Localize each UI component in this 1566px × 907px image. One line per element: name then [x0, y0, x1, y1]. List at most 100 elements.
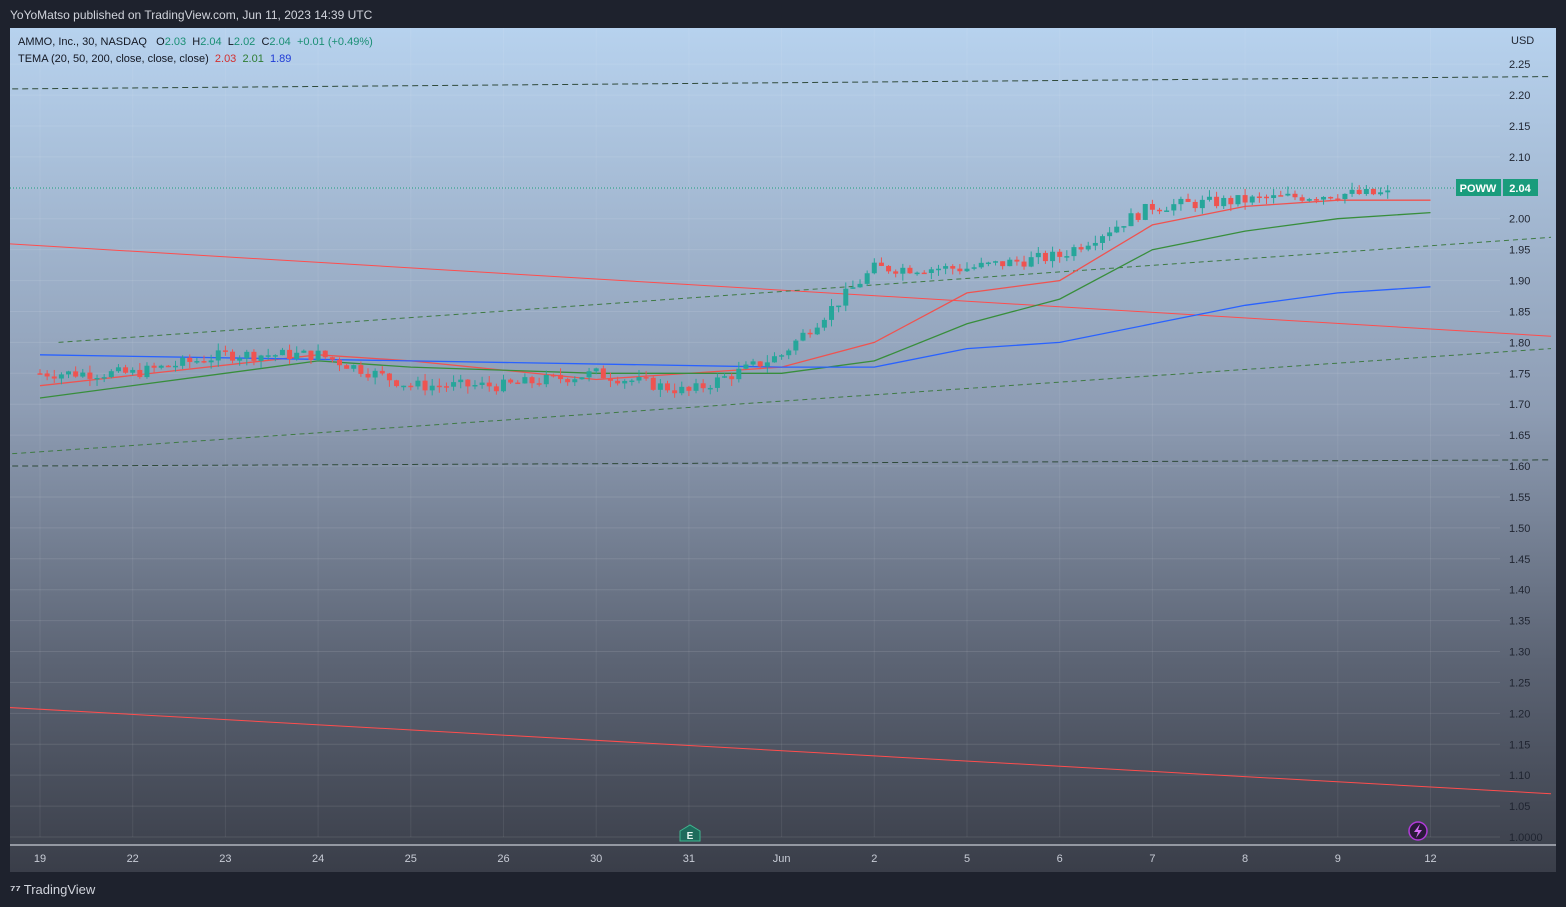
low-label: L — [227, 36, 234, 48]
indicator-row: TEMA (20, 50, 200, close, close, close) … — [18, 51, 373, 68]
price-badge-price: 2.04 — [1509, 183, 1531, 195]
candle-body — [779, 355, 785, 357]
candle-body — [529, 377, 535, 384]
candle-body — [636, 377, 642, 381]
y-tick-label: 1.20 — [1509, 708, 1530, 720]
candle-body — [900, 267, 906, 274]
candle-body — [230, 351, 236, 361]
x-tick-label: 23 — [219, 853, 231, 865]
tradingview-logo-icon: ⁷⁷ — [10, 882, 21, 897]
x-tick-label: 24 — [312, 853, 324, 865]
y-tick-label: 1.90 — [1509, 276, 1530, 288]
candle-body — [308, 350, 314, 360]
close-label: C — [261, 36, 270, 48]
candle-body — [750, 361, 756, 365]
candle-body — [914, 272, 920, 275]
candle-body — [586, 371, 592, 378]
candle-body — [187, 357, 193, 362]
candle-body — [1306, 199, 1312, 201]
dividend-marker[interactable] — [1408, 821, 1428, 841]
candle-body — [101, 377, 107, 379]
candle-body — [351, 365, 357, 369]
symbol-row: AMMO, Inc., 30, NASDAQ O2.03 H2.04 L2.02… — [18, 34, 373, 51]
candle-body — [786, 350, 792, 356]
indicator-name[interactable]: TEMA (20, 50, 200, close, close, close) — [18, 53, 209, 65]
open-value: 2.03 — [164, 36, 187, 48]
candle-body — [394, 380, 400, 387]
candle-body — [244, 351, 250, 359]
price-chart[interactable]: USD 1.0000 1.05 1.10 1.15 1.20 1.25 1.30 1.35 1.4… — [10, 28, 1556, 872]
candle-body — [714, 377, 720, 388]
candle-body — [1050, 251, 1056, 262]
x-tick-label: 30 — [590, 853, 602, 865]
trend-line-red — [10, 243, 1552, 337]
candle-body — [265, 355, 271, 357]
symbol-description: AMMO, Inc., 30, NASDAQ — [18, 36, 147, 48]
candle-body — [607, 378, 613, 381]
candle-body — [971, 267, 977, 269]
candle-body — [322, 350, 328, 358]
candle-body — [1363, 188, 1369, 195]
candle-body — [137, 369, 143, 378]
publish-info: YoYoMatso published on TradingView.com, … — [10, 8, 373, 22]
candle-body — [1228, 197, 1234, 205]
candle-body — [486, 382, 492, 387]
tradingview-logo[interactable]: ⁷⁷ TradingView — [10, 882, 95, 897]
candle-body — [201, 361, 207, 363]
tradingview-brand: TradingView — [23, 882, 96, 897]
candle-body — [515, 382, 521, 385]
candle-body — [180, 357, 186, 366]
tema50-value: 2.01 — [242, 53, 264, 65]
candle-body — [1235, 195, 1241, 205]
candle-body — [287, 349, 293, 360]
x-tick-label: 7 — [1149, 853, 1155, 865]
candle-body — [272, 355, 278, 357]
lightning-icon — [1414, 824, 1422, 838]
y-tick-label: 1.15 — [1509, 739, 1530, 751]
candle-body — [344, 365, 350, 369]
candle-body — [493, 386, 499, 392]
candle-body — [144, 365, 150, 378]
candle-body — [479, 382, 485, 385]
open-label: O — [156, 36, 165, 48]
candle-body — [522, 377, 528, 384]
candle-body — [864, 273, 870, 284]
x-tick-label: 25 — [405, 853, 417, 865]
tema200-value: 1.89 — [269, 53, 292, 65]
candle-body — [1107, 232, 1113, 237]
candle-body — [1214, 196, 1220, 207]
candle-body — [1021, 261, 1027, 267]
candle-body — [251, 351, 257, 361]
candle-body — [1263, 196, 1269, 199]
trend-lines — [10, 76, 1552, 795]
chart-panel[interactable]: USD 1.0000 1.05 1.10 1.15 1.20 1.25 1.30 1.35 1.4… — [10, 28, 1556, 872]
y-tick-label: 2.10 — [1509, 152, 1530, 164]
candle-body — [1342, 193, 1348, 200]
candle-body — [1014, 259, 1020, 262]
candle-body — [565, 379, 571, 383]
candle-body — [1171, 204, 1177, 211]
candle-body — [1071, 247, 1077, 257]
candle-body — [907, 267, 913, 274]
y-tick-label: 1.25 — [1509, 677, 1530, 689]
candle-body — [294, 352, 300, 360]
y-tick-label: 1.75 — [1509, 368, 1530, 380]
candle-body — [757, 361, 763, 367]
earnings-marker[interactable]: E — [679, 824, 701, 842]
tema-lines — [39, 199, 1431, 399]
candle-body — [743, 364, 749, 369]
candle-body — [315, 350, 321, 360]
candle-body — [950, 266, 956, 269]
candle-body — [372, 370, 378, 378]
candle-body — [1242, 195, 1248, 203]
candle-body — [657, 383, 663, 390]
candle-body — [878, 262, 884, 266]
trend-line-dark-dashed — [12, 76, 1552, 90]
candle-body — [386, 373, 392, 381]
y-tick-label: 1.0000 — [1509, 832, 1543, 844]
candle-body — [422, 380, 428, 391]
price-badge: POWW 2.04 — [1456, 179, 1538, 196]
y-tick-label: 2.25 — [1509, 59, 1530, 71]
candle-body — [436, 385, 442, 388]
candle-body — [165, 365, 171, 368]
